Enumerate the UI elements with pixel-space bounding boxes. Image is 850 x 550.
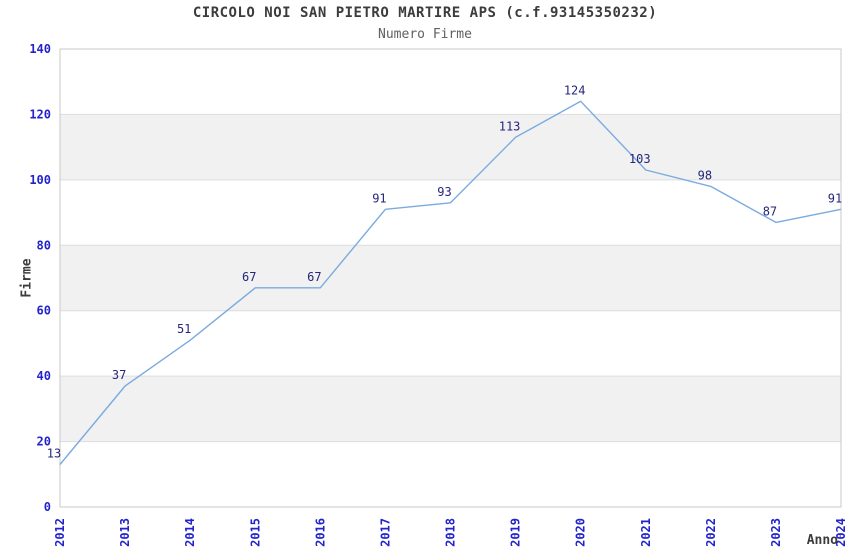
data-point-label: 124: [564, 83, 586, 97]
y-tick-label: 40: [37, 369, 51, 383]
y-tick-label: 0: [44, 500, 51, 514]
y-tick-label: 60: [37, 304, 51, 318]
x-tick-label: 2013: [118, 518, 132, 547]
y-tick-label: 140: [29, 42, 51, 56]
x-tick-label: 2024: [834, 518, 848, 547]
x-tick-label: 2014: [183, 518, 197, 547]
x-tick-label: 2022: [704, 518, 718, 547]
x-tick-label: 2021: [639, 518, 653, 547]
data-point-label: 91: [828, 191, 842, 205]
plot-band: [60, 376, 841, 442]
y-axis-title: Firme: [19, 258, 35, 298]
data-point-label: 91: [372, 191, 386, 205]
x-tick-label: 2017: [378, 518, 392, 547]
data-point-label: 37: [112, 368, 126, 382]
data-point-label: 93: [437, 185, 451, 199]
chart-subtitle: Numero Firme: [378, 27, 472, 42]
plot-border: [59, 48, 842, 508]
x-tick-label: 2023: [769, 518, 783, 547]
plot-band: [60, 114, 841, 180]
data-point-label: 103: [629, 152, 651, 166]
y-tick-label: 120: [29, 107, 51, 121]
y-tick-label: 80: [37, 238, 51, 252]
x-tick-label: 2016: [313, 518, 327, 547]
data-point-label: 51: [177, 322, 191, 336]
x-axis-title: Anno: [806, 533, 838, 548]
data-point-label: 67: [307, 270, 321, 284]
chart-title: CIRCOLO NOI SAN PIETRO MARTIRE APS (c.f.…: [192, 5, 658, 21]
series-line: [59, 100, 842, 465]
data-point-label: 98: [698, 168, 712, 182]
x-tick-label: 2019: [509, 518, 523, 547]
y-tick-label: 20: [37, 435, 51, 449]
x-tick-label: 2012: [53, 518, 67, 547]
x-tick-label: 2020: [574, 518, 588, 547]
data-point-label: 113: [499, 119, 521, 133]
data-point-label: 13: [47, 446, 61, 460]
plot-band: [60, 245, 841, 311]
data-point-label: 87: [763, 204, 777, 218]
x-tick-label: 2018: [444, 518, 458, 547]
x-tick-label: 2015: [248, 518, 262, 547]
data-point-label: 67: [242, 270, 256, 284]
y-tick-label: 100: [29, 173, 51, 187]
